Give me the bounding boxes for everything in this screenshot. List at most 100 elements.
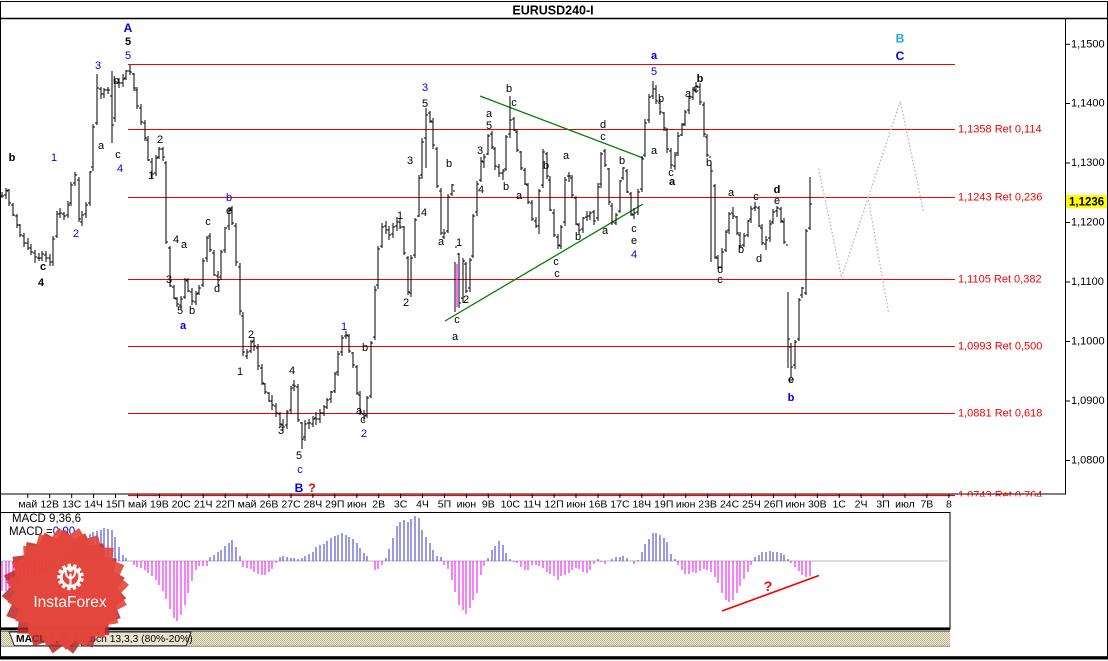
svg-text:a: a [356, 405, 363, 417]
svg-text:c: c [454, 314, 460, 326]
svg-text:b: b [543, 160, 549, 172]
svg-text:1: 1 [456, 237, 462, 249]
svg-text:5: 5 [125, 36, 131, 48]
svg-text:26П: 26П [764, 499, 783, 511]
svg-text:12В: 12В [40, 499, 59, 511]
svg-text:5: 5 [125, 50, 131, 62]
svg-text:a: a [563, 150, 570, 162]
svg-text:1: 1 [397, 210, 403, 222]
svg-text:e: e [631, 235, 637, 247]
svg-text:InstaForex: InstaForex [33, 594, 106, 611]
svg-text:22П: 22П [216, 499, 235, 511]
svg-text:1,0900: 1,0900 [1071, 395, 1105, 407]
svg-text:c: c [717, 274, 723, 286]
svg-text:15П: 15П [106, 499, 125, 511]
svg-text:1,1105 Ret 0,382: 1,1105 Ret 0,382 [958, 274, 1042, 286]
svg-text:4: 4 [478, 184, 484, 196]
svg-text:a: a [180, 320, 187, 332]
svg-text:c: c [205, 216, 211, 228]
svg-text:a: a [602, 225, 609, 237]
svg-text:июн: июн [566, 499, 586, 511]
svg-text:a: a [452, 331, 459, 343]
svg-text:A: A [124, 21, 133, 35]
svg-text:16В: 16В [589, 499, 608, 511]
svg-text:11Ч: 11Ч [523, 499, 541, 511]
svg-text:1,0881 Ret 0,618: 1,0881 Ret 0,618 [958, 408, 1042, 420]
svg-text:14Ч: 14Ч [84, 499, 103, 511]
svg-text:c: c [600, 131, 606, 143]
svg-text:c: c [554, 268, 560, 280]
svg-text:3: 3 [422, 82, 428, 94]
svg-text:2: 2 [248, 329, 254, 341]
svg-text:c: c [631, 223, 637, 235]
svg-text:17С: 17С [610, 499, 630, 511]
svg-text:3: 3 [95, 60, 101, 72]
svg-text:1,1300: 1,1300 [1071, 157, 1105, 169]
svg-text:2В: 2В [372, 499, 385, 511]
svg-text:1,0993 Ret 0,500: 1,0993 Ret 0,500 [958, 341, 1042, 353]
svg-text:9В: 9В [482, 499, 495, 511]
svg-text:5: 5 [296, 450, 302, 462]
svg-text:2Ч: 2Ч [855, 499, 868, 511]
svg-text:1,1200: 1,1200 [1071, 217, 1105, 229]
svg-text:1,1500: 1,1500 [1071, 38, 1105, 50]
svg-text:b: b [697, 73, 704, 85]
svg-text:d: d [756, 253, 762, 265]
svg-text:май: май [128, 499, 147, 511]
svg-text:c: c [553, 256, 559, 268]
svg-text:12П: 12П [544, 499, 563, 511]
svg-text:1: 1 [237, 366, 243, 378]
svg-text:2: 2 [403, 297, 409, 309]
svg-text:30В: 30В [808, 499, 827, 511]
svg-text:B: B [896, 32, 905, 46]
svg-text:2: 2 [73, 228, 79, 240]
svg-text:29П: 29П [325, 499, 344, 511]
svg-text:C: C [896, 49, 905, 63]
svg-text:26В: 26В [260, 499, 279, 511]
svg-text:1,1000: 1,1000 [1071, 336, 1105, 348]
svg-text:?: ? [308, 481, 315, 495]
svg-text:a: a [728, 187, 735, 199]
svg-text:d: d [214, 283, 220, 295]
svg-text:25Ч: 25Ч [742, 499, 761, 511]
svg-text:1,1358 Ret 0,114: 1,1358 Ret 0,114 [958, 124, 1042, 136]
svg-text:5: 5 [177, 305, 183, 317]
svg-text:b: b [619, 155, 625, 167]
svg-text:c: c [717, 264, 723, 276]
svg-text:a: a [685, 88, 692, 100]
svg-text:28Ч: 28Ч [304, 499, 323, 511]
svg-text:b: b [658, 93, 664, 105]
svg-text:июн: июн [457, 499, 477, 511]
svg-text:3: 3 [278, 425, 284, 437]
svg-text:EURUSD240-I: EURUSD240-I [512, 4, 593, 18]
svg-text:b: b [9, 152, 16, 164]
svg-text:3С: 3С [394, 499, 408, 511]
svg-text:5: 5 [486, 120, 492, 132]
svg-text:a: a [98, 140, 105, 152]
svg-text:a: a [486, 108, 493, 120]
svg-text:e: e [226, 205, 232, 217]
svg-text:c: c [668, 167, 674, 179]
svg-text:27С: 27С [281, 499, 301, 511]
svg-text:b: b [788, 392, 795, 404]
svg-text:b: b [738, 244, 744, 256]
svg-text:5: 5 [651, 66, 657, 78]
svg-text:4: 4 [173, 234, 179, 246]
svg-text:19П: 19П [654, 499, 673, 511]
svg-text:2: 2 [157, 134, 163, 146]
svg-text:e: e [774, 195, 780, 207]
svg-text:b: b [506, 83, 512, 95]
svg-text:d: d [774, 184, 781, 196]
svg-text:23В: 23В [698, 499, 717, 511]
svg-text:c: c [40, 261, 46, 273]
svg-text:b: b [446, 158, 452, 170]
svg-text:1,1100: 1,1100 [1071, 276, 1104, 288]
svg-text:c: c [297, 464, 303, 476]
svg-text:20С: 20С [172, 499, 192, 511]
svg-text:b: b [575, 231, 581, 243]
svg-text:c: c [511, 97, 517, 109]
svg-text:?: ? [764, 578, 773, 594]
svg-text:a: a [669, 176, 676, 188]
svg-text:a: a [516, 190, 523, 202]
svg-text:18Ч: 18Ч [632, 499, 651, 511]
